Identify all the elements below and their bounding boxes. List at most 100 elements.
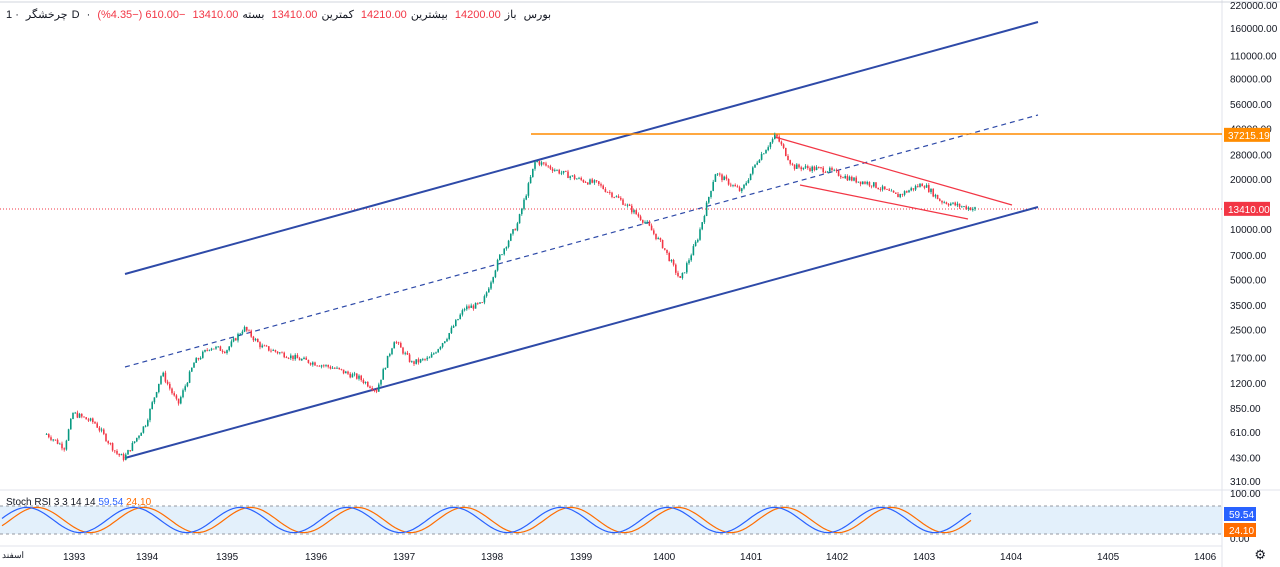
candle-body bbox=[589, 179, 591, 185]
price-tick-label: 1700.00 bbox=[1230, 354, 1267, 365]
candle-body bbox=[85, 417, 87, 420]
candle-body bbox=[569, 176, 571, 179]
candle-body bbox=[899, 194, 901, 198]
stoch-k-value: 59.54 bbox=[98, 497, 124, 508]
candle-body bbox=[859, 181, 862, 185]
candle-body bbox=[573, 175, 576, 179]
candle-body bbox=[391, 348, 393, 355]
candle-body bbox=[164, 372, 167, 382]
candle-body bbox=[606, 191, 609, 193]
ohlc-legend[interactable]: چرخشگر · 1D · بورس باز14200.00 بیشترین14… bbox=[6, 9, 552, 21]
candle-body bbox=[439, 346, 442, 350]
candle-body bbox=[613, 197, 615, 198]
candle-body bbox=[336, 367, 338, 369]
candle-body bbox=[657, 238, 659, 240]
symbol-name[interactable]: چرخشگر bbox=[25, 9, 68, 21]
candle-body bbox=[624, 204, 626, 206]
candle-body bbox=[61, 443, 63, 449]
price-tick-label: 28000.00 bbox=[1230, 150, 1272, 161]
candle-body bbox=[466, 306, 468, 310]
candle-body bbox=[309, 362, 312, 365]
candle-body bbox=[477, 302, 479, 304]
candle-body bbox=[956, 203, 959, 206]
exchange-name: بورس bbox=[523, 9, 552, 21]
candle-body bbox=[681, 272, 684, 278]
gear-icon[interactable]: ⚙ bbox=[1254, 547, 1266, 562]
candle-body bbox=[488, 288, 490, 293]
price-tick-label: 20000.00 bbox=[1230, 175, 1272, 186]
candle-body bbox=[873, 182, 875, 187]
candle-body bbox=[556, 169, 558, 171]
price-tick-label: 110000.00 bbox=[1230, 51, 1277, 62]
candle-body bbox=[648, 221, 651, 226]
candle-body bbox=[232, 338, 235, 342]
candle-body bbox=[327, 364, 329, 367]
wedge-upper-line[interactable] bbox=[774, 136, 1013, 206]
candle-body bbox=[430, 354, 433, 358]
candle-body bbox=[173, 393, 175, 396]
candle-body bbox=[153, 397, 156, 403]
candle-body bbox=[864, 181, 866, 184]
candle-body bbox=[287, 357, 290, 359]
price-axis[interactable]: 220000.00 160000.00 110000.00 80000.00 56000… bbox=[1230, 1, 1278, 545]
channel-median-line[interactable] bbox=[124, 114, 1039, 368]
candle-body bbox=[972, 208, 974, 211]
candle-body bbox=[719, 173, 721, 175]
candle-body bbox=[595, 180, 598, 182]
candle-body bbox=[851, 176, 853, 181]
candle-body bbox=[446, 339, 448, 342]
candle-body bbox=[540, 162, 543, 165]
candle-body bbox=[668, 252, 670, 262]
candle-body bbox=[639, 216, 642, 221]
candle-body bbox=[472, 305, 475, 309]
time-tick-label: 1395 bbox=[216, 552, 239, 563]
interval[interactable]: 1D bbox=[6, 9, 80, 21]
candle-body bbox=[96, 423, 98, 428]
candle-body bbox=[796, 164, 798, 169]
candle-body bbox=[279, 352, 281, 354]
candle-body bbox=[314, 362, 316, 366]
candle-body bbox=[144, 425, 147, 427]
candle-body bbox=[875, 182, 877, 188]
candle-body bbox=[763, 153, 765, 155]
stoch-legend[interactable]: Stoch RSI 3 3 14 14 59.54 24.10 bbox=[6, 497, 151, 508]
price-tick-label: 310.00 bbox=[1230, 477, 1261, 488]
candle-body bbox=[952, 202, 954, 204]
candle-body bbox=[934, 194, 937, 197]
candle-body bbox=[105, 433, 107, 442]
candle-body bbox=[499, 254, 501, 260]
candle-body bbox=[813, 166, 816, 171]
candle-body bbox=[329, 366, 332, 369]
close-value: 13410.00 bbox=[192, 9, 239, 21]
candle-body bbox=[411, 361, 413, 363]
candle-body bbox=[118, 453, 120, 456]
candle-body bbox=[241, 331, 244, 334]
time-axis[interactable]: 1393 1394 1395 1396 1397 1398 1399 1400 1401 1402… bbox=[63, 552, 1217, 563]
candle-body bbox=[712, 181, 714, 191]
candle-body bbox=[888, 189, 890, 191]
price-tags: 37215.19 13410.00 bbox=[1224, 127, 1270, 216]
candle-body bbox=[747, 180, 750, 183]
candle-body bbox=[180, 397, 182, 404]
candle-body bbox=[906, 191, 908, 193]
candle-body bbox=[932, 188, 934, 197]
candle-body bbox=[435, 352, 437, 354]
candle-body bbox=[765, 150, 767, 154]
candle-body bbox=[483, 296, 486, 303]
candle-body bbox=[419, 359, 422, 363]
candle-body bbox=[175, 395, 178, 399]
candle-body bbox=[259, 342, 261, 348]
candle-body bbox=[604, 188, 607, 192]
candle-body bbox=[133, 441, 136, 443]
candle-body bbox=[523, 199, 525, 209]
candle-body bbox=[351, 374, 354, 378]
candle-body bbox=[338, 367, 340, 369]
candle-body bbox=[923, 186, 926, 188]
channel-lower-line[interactable] bbox=[124, 206, 1039, 459]
channel-upper-line[interactable] bbox=[124, 21, 1039, 275]
wedge-lower-line[interactable] bbox=[799, 184, 969, 220]
candle-body bbox=[622, 199, 624, 205]
candle-body bbox=[518, 214, 521, 224]
candle-body bbox=[846, 176, 849, 181]
